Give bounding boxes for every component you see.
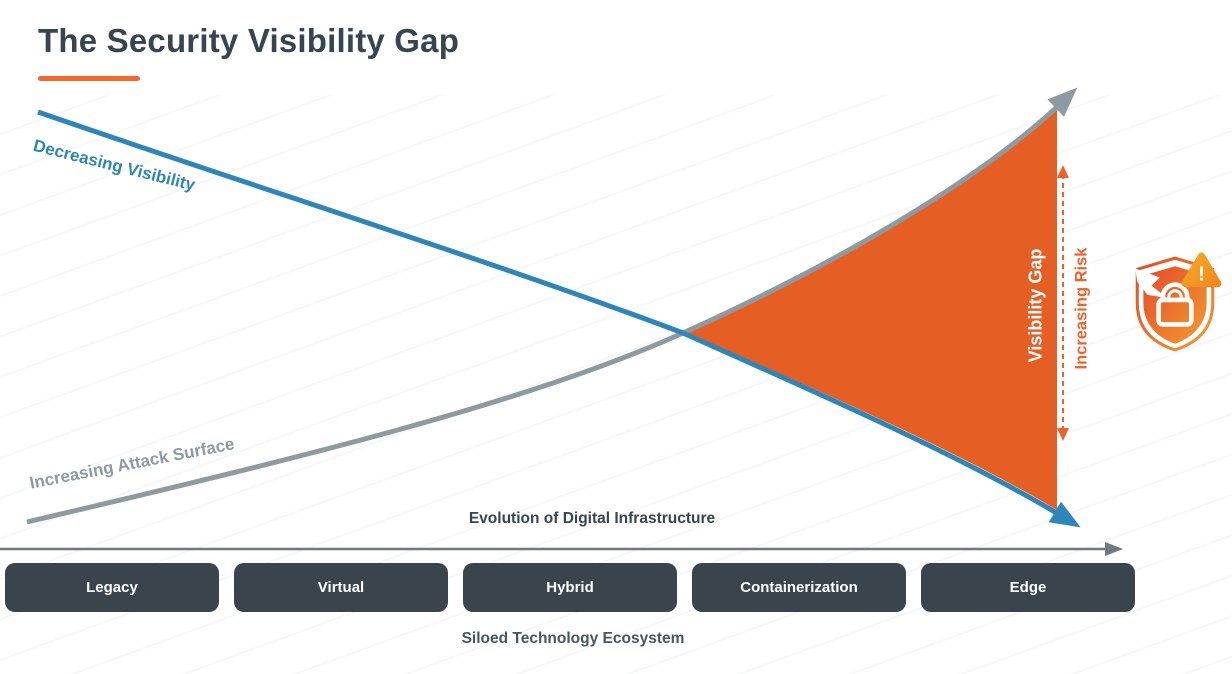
page-title: The Security Visibility Gap: [38, 22, 460, 59]
visibility-curve: [37, 109, 1081, 528]
x-axis-title: Evolution of Digital Infrastructure: [468, 510, 716, 527]
shield-outline: [1135, 256, 1215, 352]
padlock-icon: [1156, 282, 1194, 327]
increasing-risk-label: Increasing Risk: [1072, 247, 1091, 370]
stage-box-edge: Edge: [921, 563, 1135, 612]
ecosystem-label: Siloed Technology Ecosystem: [461, 630, 685, 647]
stage-box-containerization: Containerization: [692, 563, 906, 612]
stage-box-virtual: Virtual: [234, 563, 448, 612]
shield-crack: [1135, 268, 1167, 298]
visibility-gap-area: [683, 106, 1057, 510]
title-accent-underline: [38, 76, 140, 81]
stage-box-legacy: Legacy: [5, 563, 219, 612]
stage-row: Legacy Virtual Hybrid Containerization E…: [5, 563, 1135, 612]
warning-triangle-icon: !: [1181, 252, 1222, 288]
stage-box-hybrid: Hybrid: [463, 563, 677, 612]
attack-surface-curve: [26, 87, 1078, 525]
svg-text:!: !: [1198, 264, 1205, 286]
shield-lock-alert-icon: !: [1124, 252, 1226, 354]
visibility-gap-label: Visibility Gap: [1025, 248, 1046, 363]
